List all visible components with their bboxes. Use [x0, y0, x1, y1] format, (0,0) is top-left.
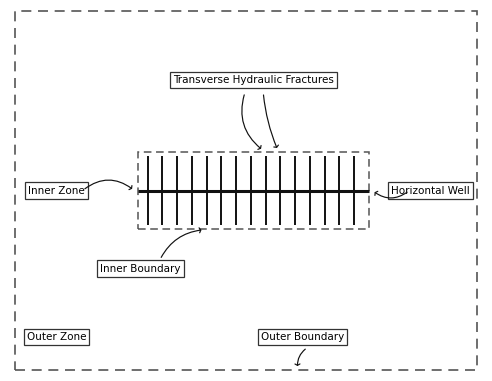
Text: Inner Zone: Inner Zone	[28, 186, 85, 195]
Text: Transverse Hydraulic Fractures: Transverse Hydraulic Fractures	[173, 75, 334, 85]
Text: Inner Boundary: Inner Boundary	[100, 264, 181, 274]
Text: Outer Zone: Outer Zone	[27, 332, 86, 342]
Text: Horizontal Well: Horizontal Well	[391, 186, 470, 195]
Bar	[138, 152, 369, 229]
Text: Outer Boundary: Outer Boundary	[261, 332, 344, 342]
